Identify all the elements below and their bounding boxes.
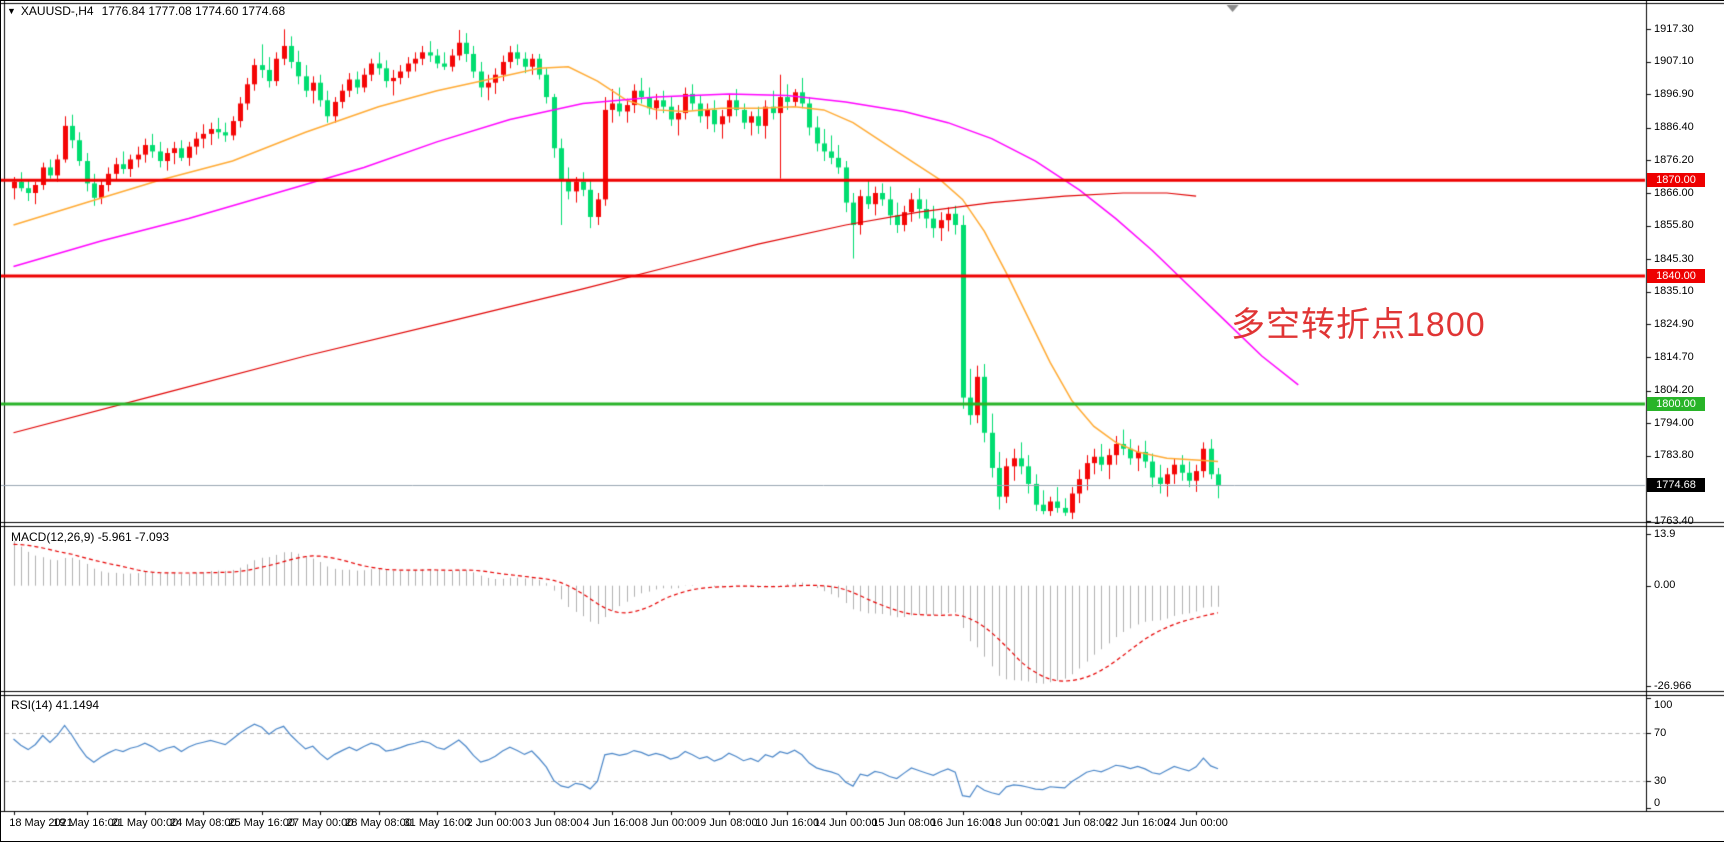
price-chart-canvas[interactable] <box>1 1 1724 841</box>
chart-window: ▼ XAUUSD-,H4 1776.84 1777.08 1774.60 1774.… <box>0 0 1724 842</box>
